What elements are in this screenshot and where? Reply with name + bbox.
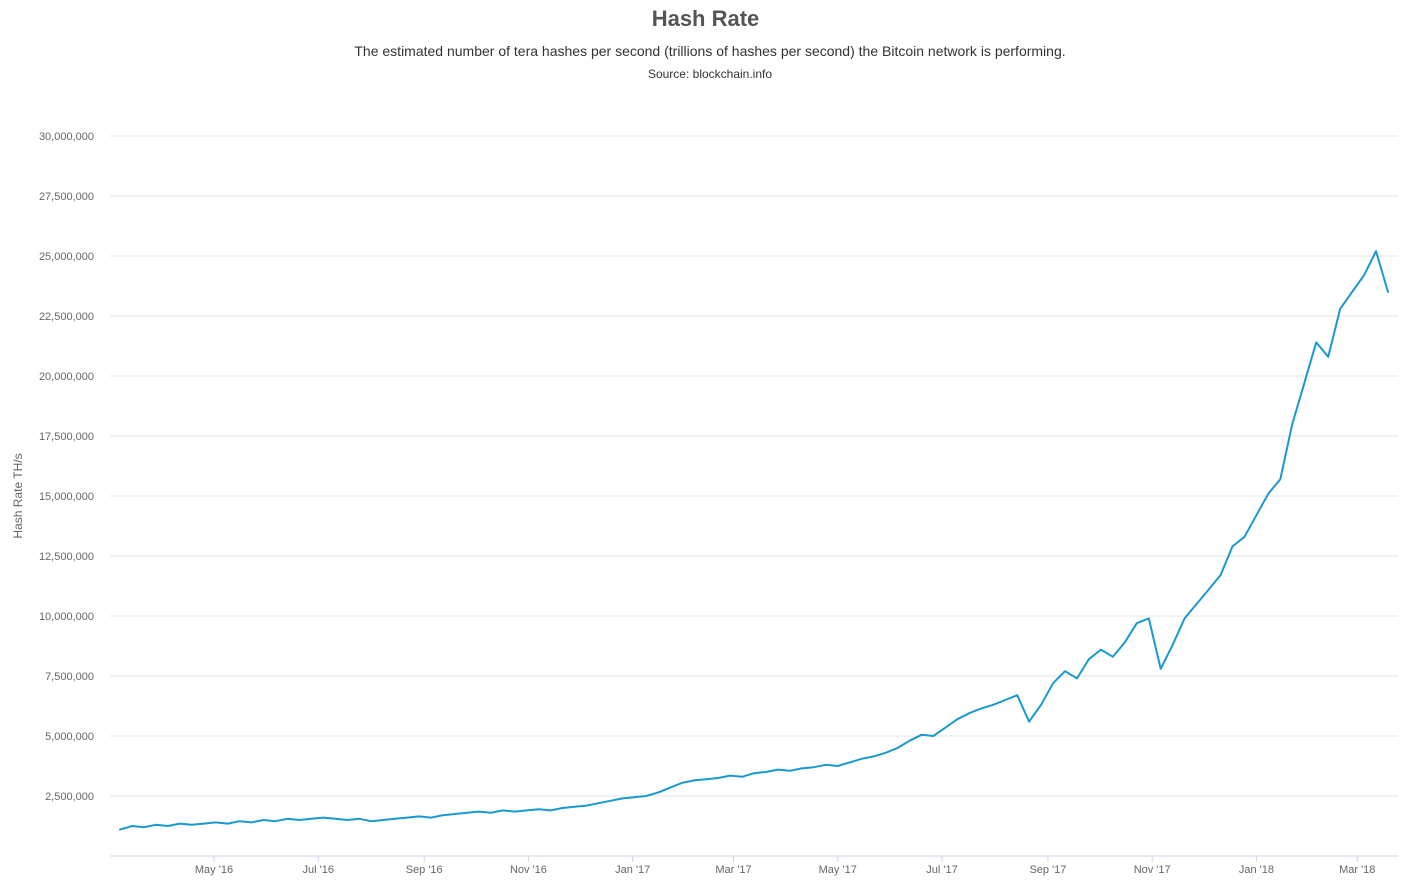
x-axis-ticks: May '16 Jul '16 Sep '16 Nov '16 Jan '17 Mar '… bbox=[195, 856, 1375, 876]
y-tick-label: 27,500,000 bbox=[39, 191, 94, 203]
y-tick-label: 17,500,000 bbox=[39, 431, 94, 443]
series-layer bbox=[119, 250, 1389, 831]
y-tick-label: 2,500,000 bbox=[45, 791, 94, 803]
x-tick-label: Jan '18 bbox=[1239, 864, 1274, 876]
x-tick-label: Mar '18 bbox=[1339, 864, 1375, 876]
x-tick-label: May '17 bbox=[819, 864, 857, 876]
x-tick-label: Sep '16 bbox=[406, 864, 443, 876]
chart-source: Source: blockchain.info bbox=[647, 67, 773, 81]
x-tick-label: Mar '17 bbox=[715, 864, 751, 876]
x-tick-label: Jul '17 bbox=[926, 864, 957, 876]
y-tick-label: 22,500,000 bbox=[39, 311, 94, 323]
x-tick-label: Nov '16 bbox=[510, 864, 547, 876]
y-tick-label: 25,000,000 bbox=[39, 251, 94, 263]
x-tick-label: Jul '16 bbox=[303, 864, 334, 876]
y-tick-label: 20,000,000 bbox=[39, 371, 94, 383]
y-tick-label: 12,500,000 bbox=[39, 551, 94, 563]
x-tick-label: May '16 bbox=[195, 864, 233, 876]
y-tick-label: 10,000,000 bbox=[39, 611, 94, 623]
chart-title: Hash Rate bbox=[651, 6, 760, 31]
x-tick-label: Nov '17 bbox=[1134, 864, 1171, 876]
grid-layer bbox=[110, 135, 1398, 797]
y-tick-label: 30,000,000 bbox=[39, 131, 94, 143]
series-line bbox=[119, 250, 1389, 831]
y-tick-label: 7,500,000 bbox=[45, 671, 94, 683]
y-axis-title: Hash Rate TH/s bbox=[11, 453, 25, 538]
chart-subtitle: The estimated number of tera hashes per … bbox=[354, 43, 1066, 59]
y-axis-ticks: 2,500,000 5,000,000 7,500,000 10,000,000 12,… bbox=[39, 131, 94, 803]
y-tick-label: 15,000,000 bbox=[39, 491, 94, 503]
x-tick-label: Jan '17 bbox=[615, 864, 650, 876]
y-tick-label: 5,000,000 bbox=[45, 731, 94, 743]
x-tick-label: Sep '17 bbox=[1029, 864, 1066, 876]
